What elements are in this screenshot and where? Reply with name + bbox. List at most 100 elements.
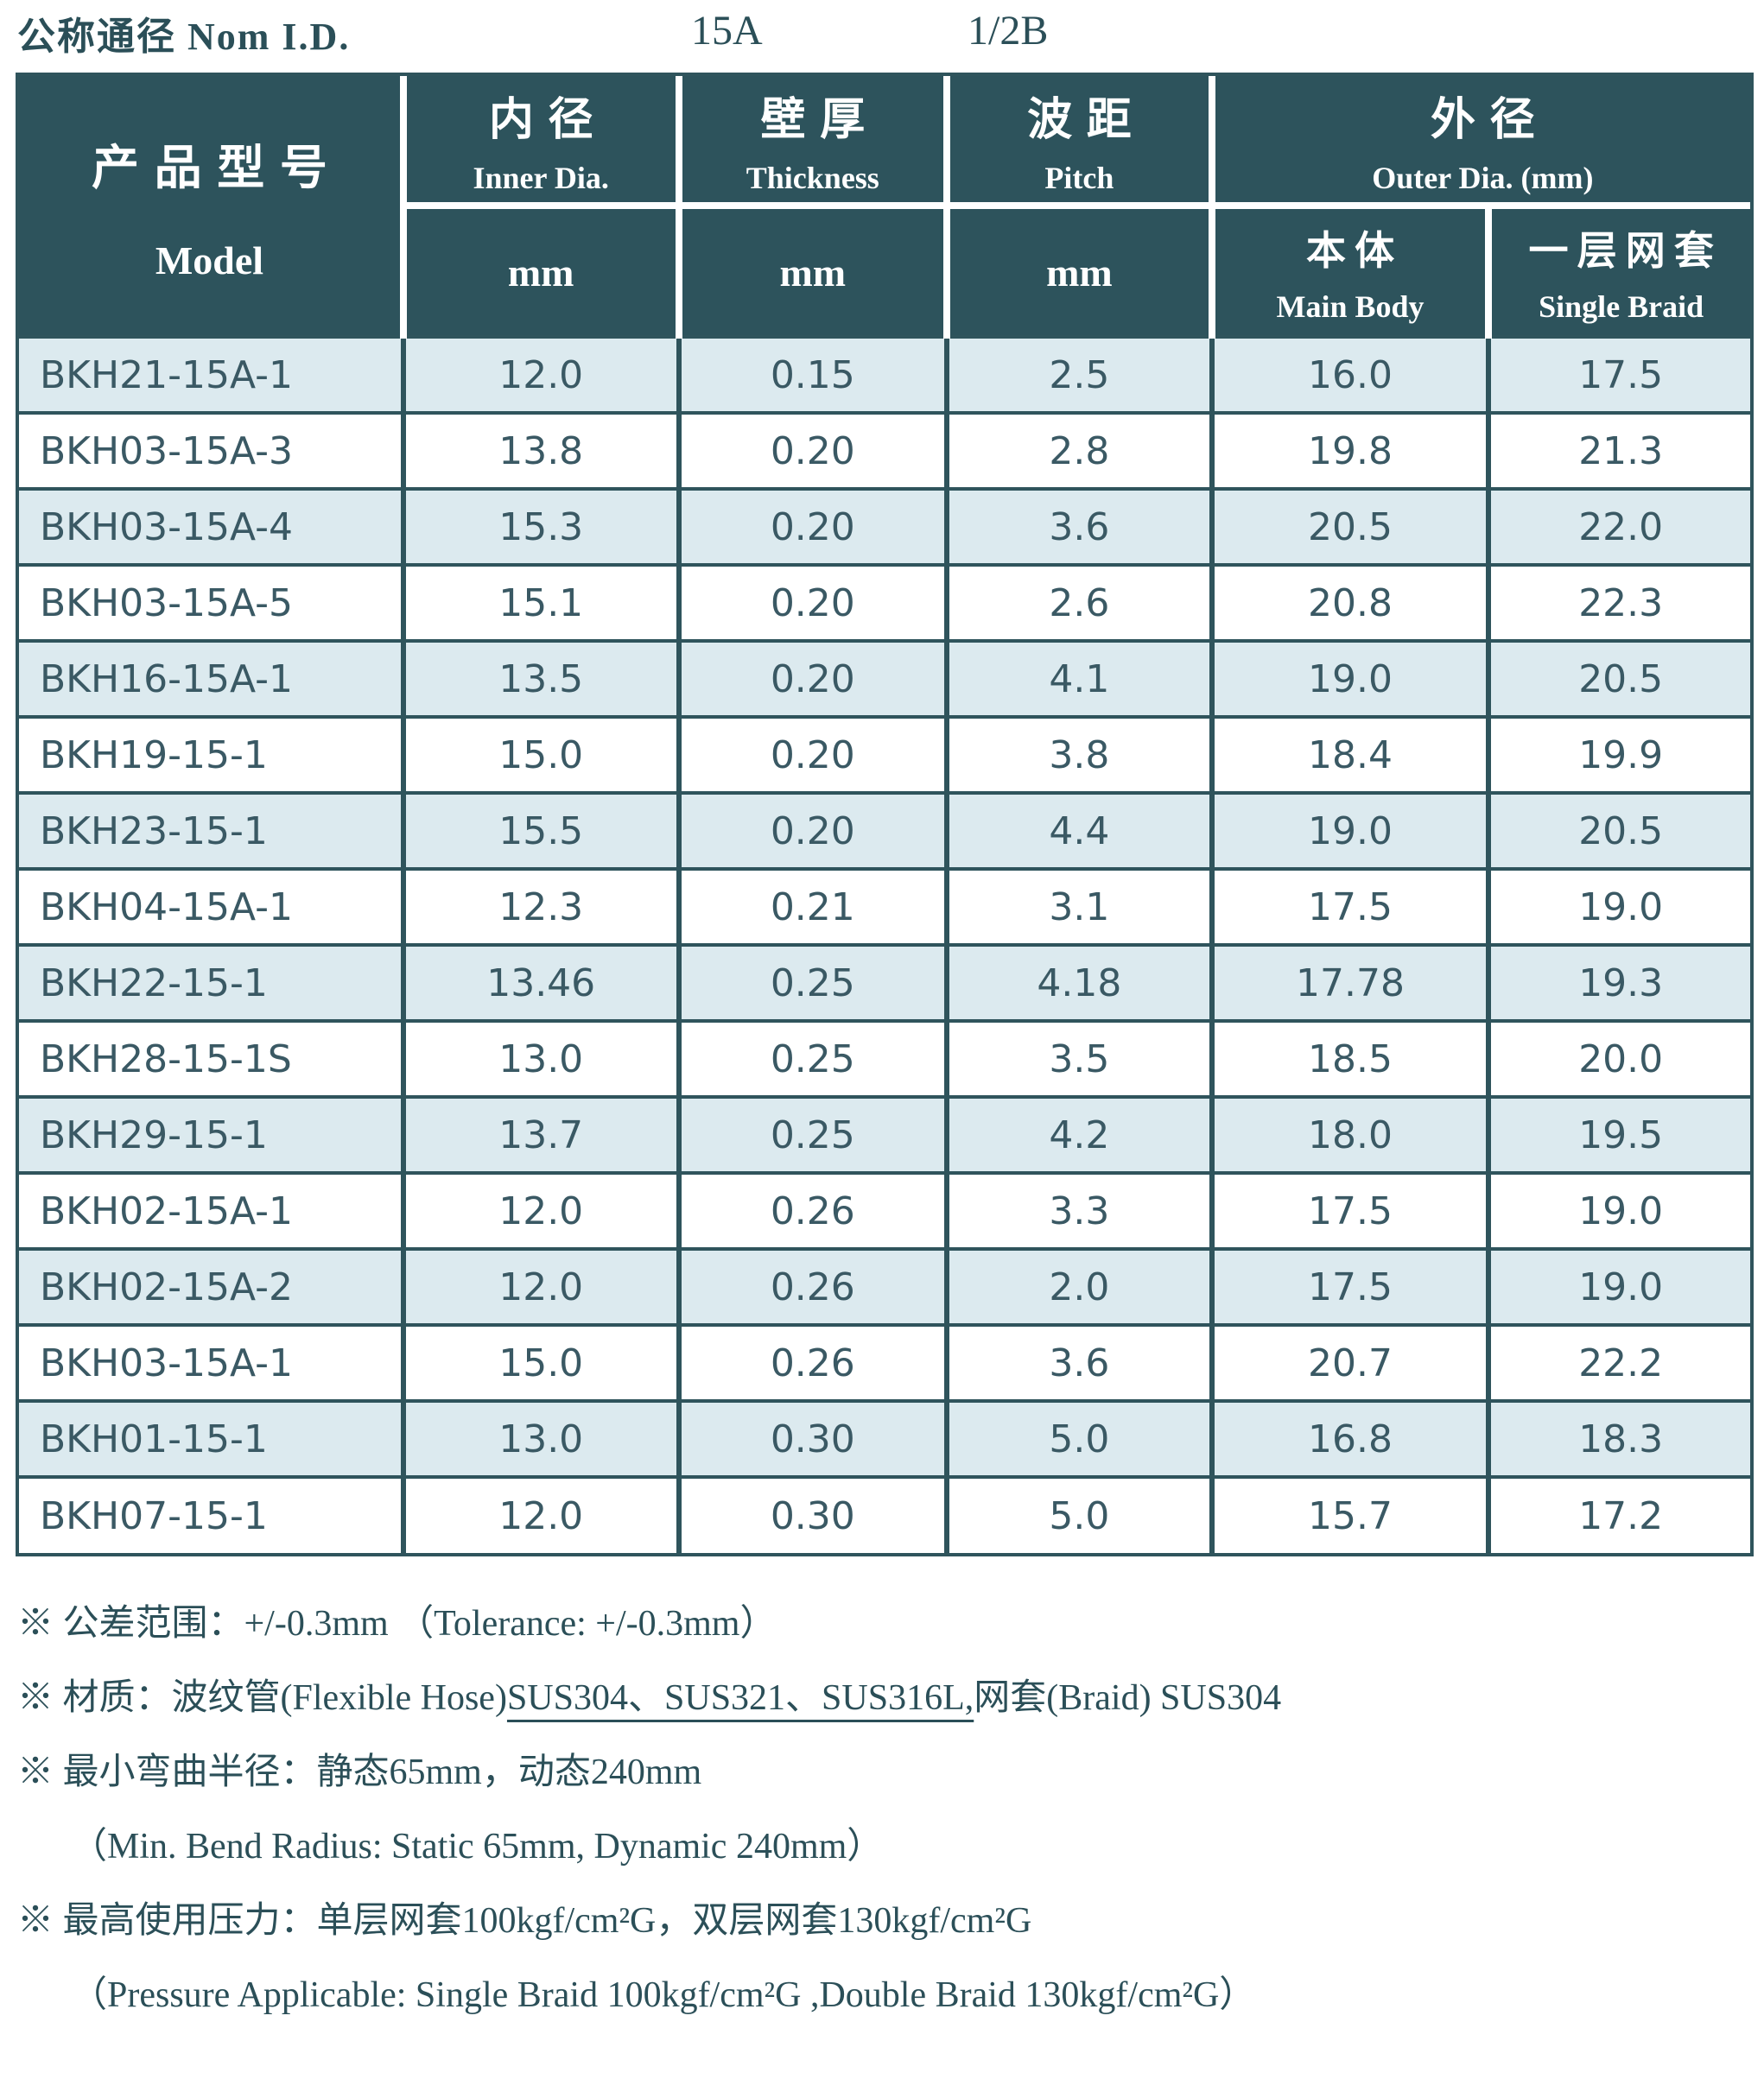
main-body-cell: 20.7 xyxy=(1209,1323,1492,1403)
single-braid-cell: 17.5 xyxy=(1486,335,1750,415)
inner-dia-cell: 12.0 xyxy=(400,335,682,415)
inner-dia-cell: 15.0 xyxy=(400,715,682,795)
note-material: ※ 材质：波纹管(Flexible Hose) SUS304、SUS321、SUS… xyxy=(17,1657,1754,1731)
main-body-cell: 18.5 xyxy=(1209,1019,1492,1099)
model-cell: BKH03-15A-4 xyxy=(19,487,406,567)
main-body-cell: 15.7 xyxy=(1209,1475,1492,1553)
single-braid-cell: 19.0 xyxy=(1486,1247,1750,1327)
single-braid-cell: 19.0 xyxy=(1486,867,1750,947)
thickness-cell: 0.20 xyxy=(676,563,950,643)
thickness-cell: 0.25 xyxy=(676,943,950,1023)
table-row: BKH03-15A-1 15.0 0.26 3.6 20.7 22.2 xyxy=(19,1323,1750,1403)
table-row: BKH07-15-1 12.0 0.30 5.0 15.7 17.2 xyxy=(19,1475,1750,1553)
model-cell: BKH02-15A-2 xyxy=(19,1247,406,1327)
col-header-outer-dia-en: Outer Dia. (mm) xyxy=(1372,160,1594,195)
inner-dia-cell: 15.1 xyxy=(400,563,682,643)
col-header-inner-dia-zh: 内径 xyxy=(488,93,608,146)
pitch-cell: 3.1 xyxy=(944,867,1215,947)
model-cell: BKH01-15-1 xyxy=(19,1399,406,1479)
single-braid-cell: 22.3 xyxy=(1486,563,1750,643)
nominal-size-15a: 15A xyxy=(691,8,763,54)
catalog-page: { "title": { "label": "公称通径 Nom I.D.", "… xyxy=(0,5,1764,2079)
single-braid-cell: 20.0 xyxy=(1486,1019,1750,1099)
unit-header-inner: mm xyxy=(403,202,682,337)
model-cell: BKH03-15A-3 xyxy=(19,411,406,491)
inner-dia-cell: 13.0 xyxy=(400,1399,682,1479)
model-cell: BKH03-15A-5 xyxy=(19,563,406,643)
col-header-model-zh: 产品型号 xyxy=(92,139,343,195)
table-row: BKH19-15-1 15.0 0.20 3.8 18.4 19.9 xyxy=(19,715,1750,795)
main-body-cell: 17.5 xyxy=(1209,1247,1492,1327)
single-braid-cell: 18.3 xyxy=(1486,1399,1750,1479)
model-cell: BKH07-15-1 xyxy=(19,1475,406,1553)
table-row: BKH04-15A-1 12.3 0.21 3.1 17.5 19.0 xyxy=(19,867,1750,947)
nominal-size-half-b: 1/2B xyxy=(968,8,1049,54)
single-braid-cell: 20.5 xyxy=(1486,791,1750,871)
col-header-outer-dia-zh: 外径 xyxy=(1431,93,1550,146)
single-braid-cell: 22.2 xyxy=(1486,1323,1750,1403)
pitch-cell: 2.5 xyxy=(944,335,1215,415)
table-row: BKH03-15A-3 13.8 0.20 2.8 19.8 21.3 xyxy=(19,411,1750,491)
model-cell: BKH03-15A-1 xyxy=(19,1323,406,1403)
model-cell: BKH22-15-1 xyxy=(19,943,406,1023)
thickness-cell: 0.26 xyxy=(676,1323,950,1403)
model-cell: BKH23-15-1 xyxy=(19,791,406,871)
note-material-grades: SUS304、SUS321、SUS316L, xyxy=(506,1677,974,1718)
col-header-model: 产品型号 Model xyxy=(19,76,407,337)
pitch-cell: 3.6 xyxy=(944,1323,1215,1403)
model-cell: BKH21-15A-1 xyxy=(19,335,406,415)
col-header-pitch: 波距 Pitch xyxy=(943,76,1215,209)
col-header-main-body-zh: 本体 xyxy=(1305,227,1404,274)
pitch-cell: 3.3 xyxy=(944,1171,1215,1251)
table-row: BKH21-15A-1 12.0 0.15 2.5 16.0 17.5 xyxy=(19,335,1750,415)
inner-dia-cell: 15.3 xyxy=(400,487,682,567)
thickness-cell: 0.20 xyxy=(676,715,950,795)
note-bend-radius-zh: ※ 最小弯曲半径：静态65mm，动态240mm xyxy=(17,1752,702,1792)
main-body-cell: 17.5 xyxy=(1209,867,1492,947)
inner-dia-cell: 12.0 xyxy=(400,1171,682,1251)
inner-dia-cell: 13.0 xyxy=(400,1019,682,1099)
pitch-cell: 4.4 xyxy=(944,791,1215,871)
table-row: BKH03-15A-5 15.1 0.20 2.6 20.8 22.3 xyxy=(19,563,1750,643)
table-row: BKH23-15-1 15.5 0.20 4.4 19.0 20.5 xyxy=(19,791,1750,871)
table-row: BKH22-15-1 13.46 0.25 4.18 17.78 19.3 xyxy=(19,943,1750,1023)
pitch-cell: 5.0 xyxy=(944,1475,1215,1553)
main-body-cell: 18.4 xyxy=(1209,715,1492,795)
note-pressure-en: （Pressure Applicable: Single Braid 100kg… xyxy=(71,1974,1256,2015)
inner-dia-cell: 12.3 xyxy=(400,867,682,947)
inner-dia-cell: 13.7 xyxy=(400,1095,682,1175)
thickness-cell: 0.25 xyxy=(676,1019,950,1099)
notes-section: ※ 公差范围：+/-0.3mm （Tolerance: +/-0.3mm） ※ … xyxy=(17,1582,1754,2028)
inner-dia-cell: 13.8 xyxy=(400,411,682,491)
col-header-single-braid-en: Single Braid xyxy=(1539,289,1704,324)
model-cell: BKH19-15-1 xyxy=(19,715,406,795)
note-tolerance: ※ 公差范围：+/-0.3mm （Tolerance: +/-0.3mm） xyxy=(17,1603,777,1644)
inner-dia-cell: 12.0 xyxy=(400,1475,682,1553)
thickness-cell: 0.26 xyxy=(676,1247,950,1327)
spec-table: 产品型号 Model 内径 Inner Dia. 壁厚 Thickness 波距 xyxy=(19,76,1750,1553)
model-cell: BKH04-15A-1 xyxy=(19,867,406,947)
pitch-cell: 4.2 xyxy=(944,1095,1215,1175)
model-cell: BKH02-15A-1 xyxy=(19,1171,406,1251)
pitch-cell: 2.6 xyxy=(944,563,1215,643)
table-row: BKH02-15A-2 12.0 0.26 2.0 17.5 19.0 xyxy=(19,1247,1750,1327)
col-header-inner-dia: 内径 Inner Dia. xyxy=(399,76,682,209)
col-header-thickness-en: Thickness xyxy=(746,160,879,195)
main-body-cell: 20.8 xyxy=(1209,563,1492,643)
model-cell: BKH28-15-1S xyxy=(19,1019,406,1099)
note-material-suffix: 网套(Braid) SUS304 xyxy=(974,1677,1282,1718)
pitch-cell: 5.0 xyxy=(944,1399,1215,1479)
col-header-thickness-zh: 壁厚 xyxy=(760,93,879,146)
note-material-prefix: ※ 材质：波纹管(Flexible Hose) xyxy=(17,1677,507,1718)
thickness-cell: 0.30 xyxy=(676,1399,950,1479)
nominal-diameter-bar: 公称通径 Nom I.D. 15A 1/2B xyxy=(0,5,1764,58)
table-row: BKH16-15A-1 13.5 0.20 4.1 19.0 20.5 xyxy=(19,639,1750,719)
table-row: BKH03-15A-4 15.3 0.20 3.6 20.5 22.0 xyxy=(19,487,1750,567)
thickness-cell: 0.20 xyxy=(676,411,950,491)
thickness-cell: 0.30 xyxy=(676,1475,950,1553)
col-header-inner-dia-en: Inner Dia. xyxy=(473,160,609,195)
table-row: BKH02-15A-1 12.0 0.26 3.3 17.5 19.0 xyxy=(19,1171,1750,1251)
spec-table-header: 产品型号 Model 内径 Inner Dia. 壁厚 Thickness 波距 xyxy=(19,76,1750,337)
single-braid-cell: 19.3 xyxy=(1486,943,1750,1023)
col-header-main-body-en: Main Body xyxy=(1276,289,1425,324)
